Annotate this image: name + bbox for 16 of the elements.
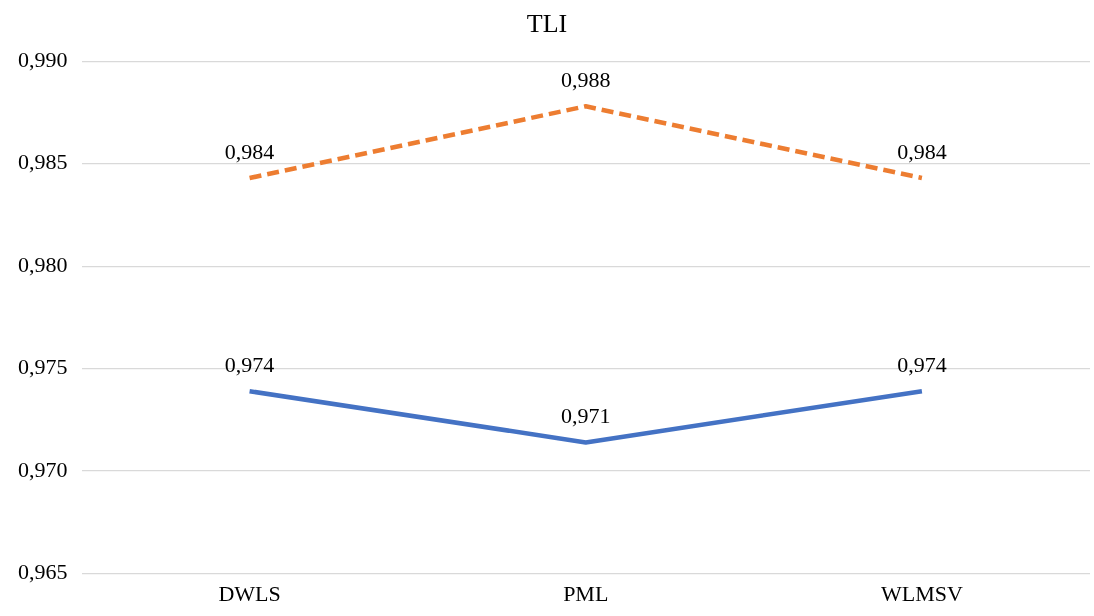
data-label: 0,974 bbox=[897, 351, 947, 377]
chart-title: TLI bbox=[526, 9, 568, 39]
data-label: 0,984 bbox=[224, 138, 275, 164]
x-tick-label: DWLS bbox=[218, 580, 281, 606]
y-tick-label: 0,965 bbox=[18, 559, 68, 585]
data-label: 0,984 bbox=[897, 138, 947, 164]
data-label: 0,974 bbox=[224, 351, 275, 377]
y-tick-label: 0,990 bbox=[18, 46, 68, 72]
y-tick-label: 0,980 bbox=[18, 251, 68, 277]
data-label: 0,988 bbox=[561, 67, 611, 93]
data-label: 0,971 bbox=[561, 403, 611, 429]
y-tick-label: 0,975 bbox=[18, 354, 68, 380]
x-tick-label: PML bbox=[563, 580, 609, 606]
y-tick-label: 0,970 bbox=[18, 456, 68, 482]
x-tick-label: WLMSV bbox=[880, 580, 963, 606]
y-tick-label: 0,985 bbox=[18, 149, 68, 175]
